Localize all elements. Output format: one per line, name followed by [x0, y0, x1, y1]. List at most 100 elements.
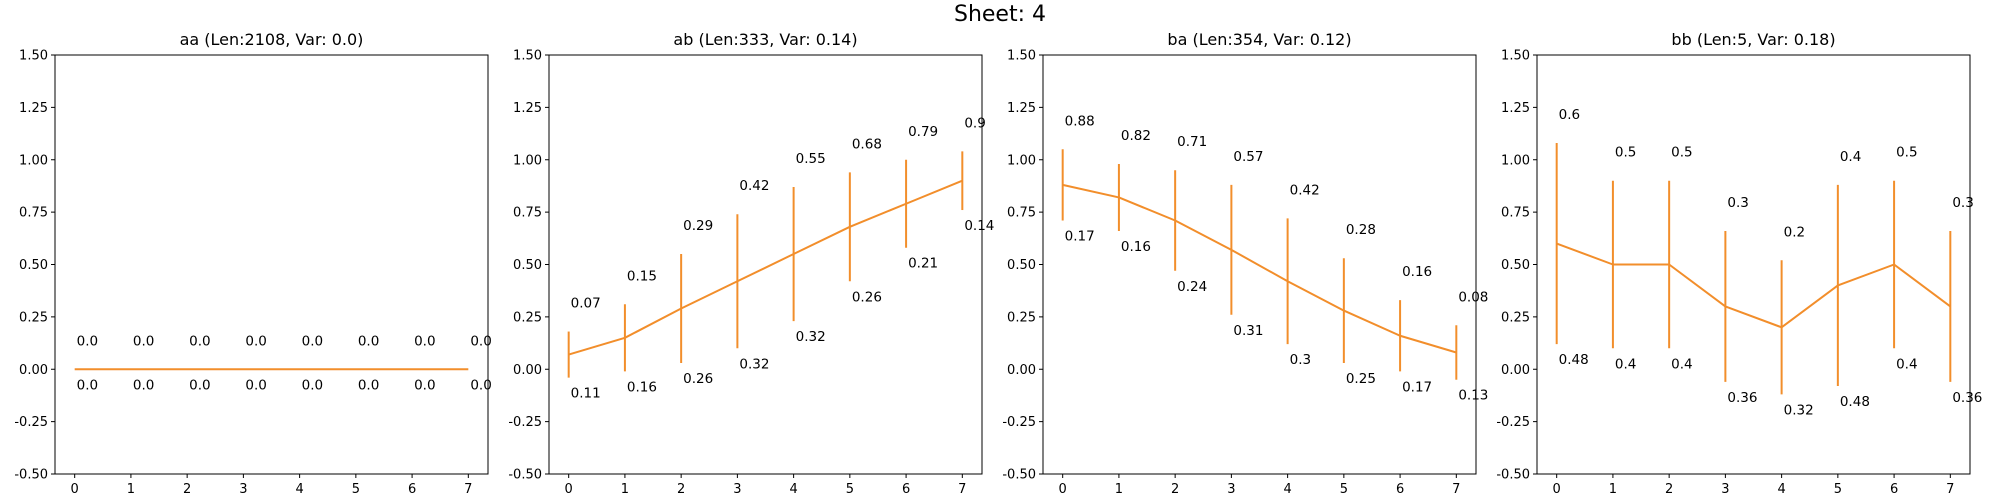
- x-tick-label: 0: [1553, 482, 1561, 497]
- value-label: 0.82: [1121, 128, 1151, 144]
- value-label: 0.07: [571, 296, 601, 312]
- value-label: 0.0: [189, 333, 210, 349]
- value-label: 0.16: [1402, 264, 1432, 280]
- error-label: 0.26: [852, 289, 882, 305]
- x-tick-label: 6: [408, 482, 416, 497]
- error-label: 0.0: [302, 377, 323, 393]
- y-tick-label: 0.25: [19, 310, 48, 325]
- x-tick-label: 1: [621, 482, 629, 497]
- value-label: 0.6: [1559, 107, 1580, 123]
- x-tick-label: 0: [71, 482, 79, 497]
- x-tick-label: 4: [1777, 482, 1785, 497]
- x-tick-label: 5: [352, 482, 360, 497]
- error-label: 0.0: [189, 377, 210, 393]
- y-tick-label: 1.25: [19, 101, 48, 116]
- error-label: 0.11: [571, 386, 601, 402]
- x-tick-label: 2: [183, 482, 191, 497]
- value-label: 0.0: [358, 333, 379, 349]
- error-label: 0.26: [683, 371, 713, 387]
- error-label: 0.17: [1402, 379, 1432, 395]
- value-label: 0.0: [245, 333, 266, 349]
- x-tick-label: 2: [1665, 482, 1673, 497]
- error-label: 0.32: [796, 329, 826, 345]
- error-label: 0.21: [908, 256, 938, 272]
- y-tick-label: 0.00: [1501, 363, 1530, 378]
- x-tick-label: 2: [1171, 482, 1179, 497]
- x-tick-label: 4: [295, 482, 303, 497]
- y-tick-label: 0.75: [19, 206, 48, 221]
- x-tick-label: 5: [1340, 482, 1348, 497]
- value-label: 0.3: [1952, 195, 1973, 211]
- error-label: 0.0: [245, 377, 266, 393]
- error-label: 0.3: [1290, 352, 1311, 368]
- error-label: 0.0: [414, 377, 435, 393]
- x-tick-label: 6: [902, 482, 910, 497]
- y-tick-label: 1.00: [1501, 153, 1530, 168]
- x-tick-label: 7: [1452, 482, 1460, 497]
- chart-panel-1: aa (Len:2108, Var: 0.0)-0.50-0.250.000.2…: [14, 30, 491, 497]
- error-label: 0.0: [133, 377, 154, 393]
- error-label: 0.36: [1952, 390, 1982, 406]
- y-tick-label: 1.25: [1501, 101, 1530, 116]
- y-tick-label: 0.25: [1501, 310, 1530, 325]
- series-line: [1556, 242, 1951, 329]
- y-tick-label: -0.25: [14, 415, 48, 430]
- y-tick-label: 1.50: [19, 49, 48, 64]
- error-label: 0.16: [1121, 239, 1151, 255]
- panel-title: ab (Len:333, Var: 0.14): [673, 30, 857, 49]
- error-label: 0.48: [1559, 352, 1589, 368]
- x-tick-label: 2: [677, 482, 685, 497]
- error-label: 0.4: [1896, 356, 1917, 372]
- x-tick-label: 6: [1890, 482, 1898, 497]
- value-label: 0.0: [414, 333, 435, 349]
- y-tick-label: -0.25: [1496, 415, 1530, 430]
- chart-panel-2: ab (Len:333, Var: 0.14) -0.50 -0.25 0.00 0.2…: [508, 30, 994, 497]
- y-tick-label: -0.50: [14, 468, 48, 483]
- error-label: 0.0: [77, 377, 98, 393]
- error-label: 0.17: [1065, 229, 1095, 245]
- y-tick-label: 0.00: [19, 363, 48, 378]
- x-tick-label: 0: [1059, 482, 1067, 497]
- y-tick-label: 0.50: [1007, 258, 1036, 273]
- plot-frame: [548, 54, 983, 475]
- error-label: 0.36: [1727, 390, 1757, 406]
- y-tick-label: 0.50: [19, 258, 48, 273]
- x-tick-label: 5: [846, 482, 854, 497]
- x-tick-label: 1: [1115, 482, 1123, 497]
- plot-frame: [54, 54, 489, 475]
- plot-frame: [1536, 54, 1971, 475]
- chart-panel-3: ba (Len:354, Var: 0.12) -0.50 -0.25 0.00 0.2…: [1002, 30, 1488, 497]
- y-tick-label: 0.50: [513, 258, 542, 273]
- value-label: 0.3: [1727, 195, 1748, 211]
- value-label: 0.0: [302, 333, 323, 349]
- series-line: [568, 179, 963, 356]
- y-tick-label: 1.00: [19, 153, 48, 168]
- y-tick-label: 0.75: [513, 206, 542, 221]
- value-label: 0.55: [796, 151, 826, 167]
- value-label: 0.68: [852, 136, 882, 152]
- sheet-title: Sheet: 4: [954, 2, 1046, 27]
- value-label: 0.88: [1065, 113, 1095, 129]
- panel-title: ba (Len:354, Var: 0.12): [1167, 30, 1351, 49]
- panel-title: aa (Len:2108, Var: 0.0): [180, 30, 364, 49]
- error-label: 0.14: [964, 218, 994, 234]
- value-label: 0.9: [964, 115, 985, 131]
- x-tick-label: 3: [1227, 482, 1235, 497]
- y-tick-label: 1.00: [513, 153, 542, 168]
- y-tick-label: 0.25: [513, 310, 542, 325]
- value-label: 0.0: [133, 333, 154, 349]
- value-label: 0.5: [1615, 145, 1636, 161]
- y-tick-label: 1.50: [513, 49, 542, 64]
- y-tick-label: -0.25: [1002, 415, 1036, 430]
- value-label: 0.5: [1896, 145, 1917, 161]
- x-tick-label: 7: [958, 482, 966, 497]
- value-label: 0.0: [470, 333, 491, 349]
- error-label: 0.25: [1346, 371, 1376, 387]
- value-label: 0.2: [1784, 224, 1805, 240]
- x-tick-label: 1: [127, 482, 135, 497]
- y-tick-label: -0.25: [508, 415, 542, 430]
- value-label: 0.4: [1840, 149, 1861, 165]
- value-label: 0.71: [1177, 134, 1207, 150]
- x-tick-label: 5: [1834, 482, 1842, 497]
